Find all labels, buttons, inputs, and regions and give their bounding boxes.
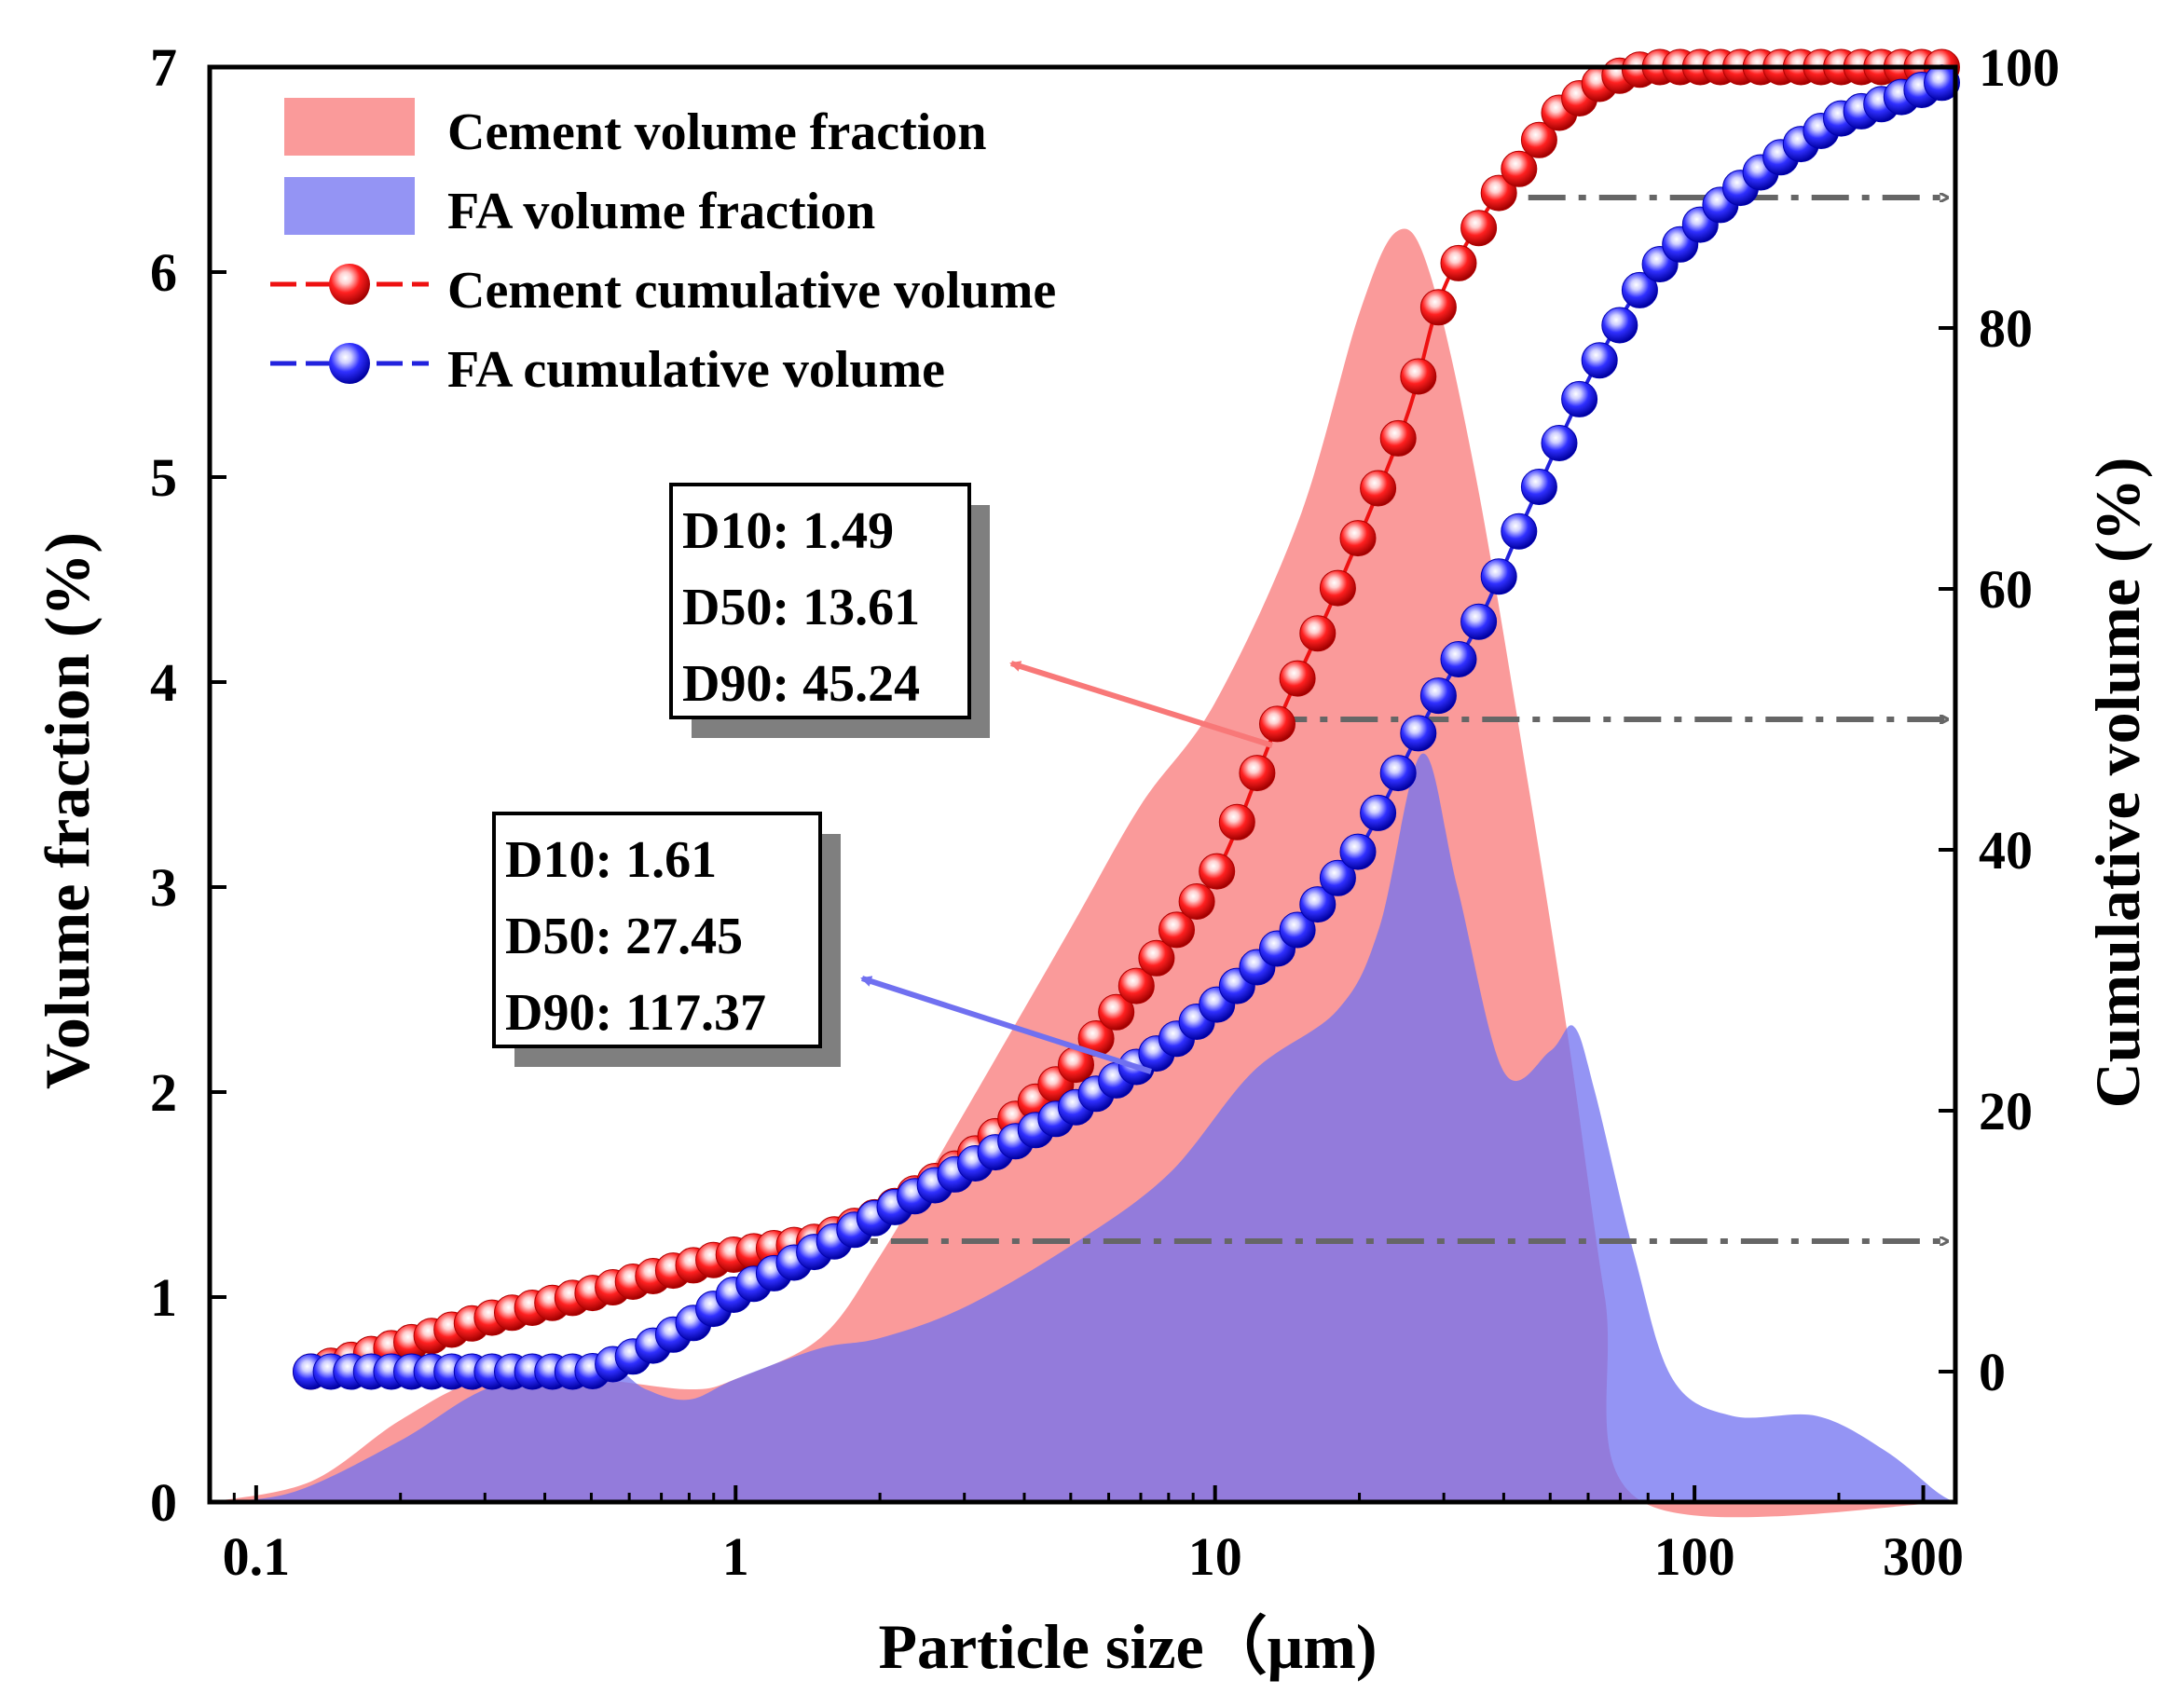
reference-lines — [819, 198, 1948, 1241]
cement-cumulative-point — [1400, 358, 1437, 395]
annotation-boxes: D10: 1.49 D50: 13.61 D90: 45.24 D10: 1.61 D5… — [492, 483, 1273, 1074]
fa-cumulative-point — [1299, 886, 1337, 923]
fa-volume-area — [210, 753, 1955, 1502]
legend: Cement volume fraction FA volume fraction… — [270, 98, 1056, 399]
fa-cumulative-point — [1501, 512, 1538, 550]
cement-cumulative-point — [1239, 755, 1276, 792]
annotation-text: D10: 1.49 — [682, 502, 894, 560]
annotation-text: D10: 1.61 — [505, 831, 717, 889]
legend-label: FA cumulative volume — [447, 341, 945, 399]
cement-cumulative-point — [1339, 520, 1377, 557]
y-left-tick-label: 6 — [150, 242, 177, 303]
fa-cumulative-point — [1379, 755, 1417, 792]
y-left-tick-label: 7 — [150, 37, 177, 98]
cement-cumulative-point — [1158, 911, 1195, 949]
y-left-tick-label: 1 — [150, 1267, 177, 1328]
cement-cumulative-point — [1279, 660, 1316, 697]
annotation-text: D50: 27.45 — [505, 908, 743, 965]
cumulative-lines — [293, 48, 1960, 1390]
y-left-tick-label: 4 — [150, 652, 177, 713]
legend-swatch — [284, 98, 415, 156]
x-tick-label: 300 — [1883, 1526, 1964, 1587]
fa-cumulative-point — [1339, 833, 1377, 870]
fa-cumulative-point — [1400, 715, 1437, 752]
y-right-tick-label: 20 — [1979, 1081, 2033, 1141]
cement-cumulative-point — [1360, 470, 1397, 507]
cement-cumulative-point — [1259, 705, 1295, 743]
annotation-text: D50: 13.61 — [682, 579, 920, 636]
fa-cumulative-point — [1621, 271, 1658, 308]
y-axis-right-title: Cumulative volume (%) — [2082, 458, 2153, 1109]
y-left-tick-label: 3 — [150, 857, 177, 918]
y-right-tick-label: 60 — [1979, 559, 2033, 620]
plot-border — [207, 64, 1958, 1505]
cement-annotation-arrow — [1009, 661, 1273, 748]
cement-cumulative-point — [1138, 939, 1175, 977]
x-axis-title: Particle size（μm) — [878, 1611, 1377, 1682]
cement-cumulative-point — [1419, 289, 1457, 326]
fa-cumulative-point — [1319, 859, 1356, 896]
y-left-tick-label: 2 — [150, 1062, 177, 1123]
legend-marker — [329, 264, 370, 305]
cement-cumulative-point — [1319, 569, 1356, 607]
cement-cumulative-point — [1199, 853, 1236, 890]
legend-label: Cement volume fraction — [447, 103, 987, 161]
y-right-tick-label: 40 — [1979, 820, 2033, 881]
fa-cumulative-point — [1601, 307, 1638, 344]
cement-cumulative-point — [1460, 210, 1498, 247]
annotation-text: D90: 117.37 — [505, 984, 766, 1042]
fa-cumulative-point — [1440, 641, 1477, 677]
y-left-tick-label: 5 — [150, 447, 177, 508]
cement-cumulative-point — [1117, 967, 1155, 1004]
legend-label: Cement cumulative volume — [447, 262, 1056, 320]
x-tick-label: 100 — [1654, 1526, 1735, 1587]
fa-cumulative-point — [1581, 342, 1618, 379]
y-axis-left-title: Volume fraction (%) — [32, 532, 103, 1089]
legend-marker — [329, 343, 370, 384]
fa-cumulative-point — [1360, 794, 1397, 831]
cement-cumulative-point — [1098, 993, 1135, 1031]
cement-cumulative-point — [1218, 803, 1255, 840]
y-right-tick-label: 80 — [1979, 298, 2033, 359]
cement-cumulative-point — [1178, 883, 1215, 920]
fa-cumulative-point — [1460, 603, 1498, 640]
fa-cumulative-point — [1480, 558, 1517, 595]
x-tick-label: 10 — [1188, 1526, 1242, 1587]
area-layer — [210, 228, 1955, 1518]
y-right-tick-label: 0 — [1979, 1342, 2006, 1402]
cement-cumulative-point — [1440, 244, 1477, 281]
cement-cumulative-point — [1480, 174, 1517, 212]
annotation-text: D90: 45.24 — [682, 655, 920, 713]
fa-cumulative-point — [1520, 469, 1557, 505]
x-tick-label: 0.1 — [223, 1526, 291, 1587]
fa-annotation-box — [492, 812, 822, 1048]
fa-cumulative-point — [1279, 911, 1316, 949]
cement-annotation-box — [669, 483, 971, 719]
fa-cumulative-point — [1419, 677, 1457, 715]
cement-cumulative-point — [1520, 121, 1557, 158]
x-tick-label: 1 — [722, 1526, 749, 1587]
fa-cumulative-point — [1541, 425, 1578, 461]
legend-label: FA volume fraction — [447, 183, 875, 240]
cement-cumulative-point — [1379, 419, 1417, 457]
y-left-tick-label: 0 — [150, 1472, 177, 1533]
legend-swatch — [284, 177, 415, 235]
axis-ticks: 0.1 1 10 100 300 0 1 2 3 4 5 6 7 0 20 40 60 80 100 — [150, 37, 2060, 1587]
cement-cumulative-point — [1299, 615, 1337, 652]
cement-cumulative-point — [1501, 150, 1538, 187]
plot-frame — [207, 64, 1958, 1505]
fa-annotation-arrow — [860, 976, 1152, 1074]
y-right-tick-label: 100 — [1979, 37, 2060, 98]
fa-cumulative-point — [1561, 380, 1598, 417]
